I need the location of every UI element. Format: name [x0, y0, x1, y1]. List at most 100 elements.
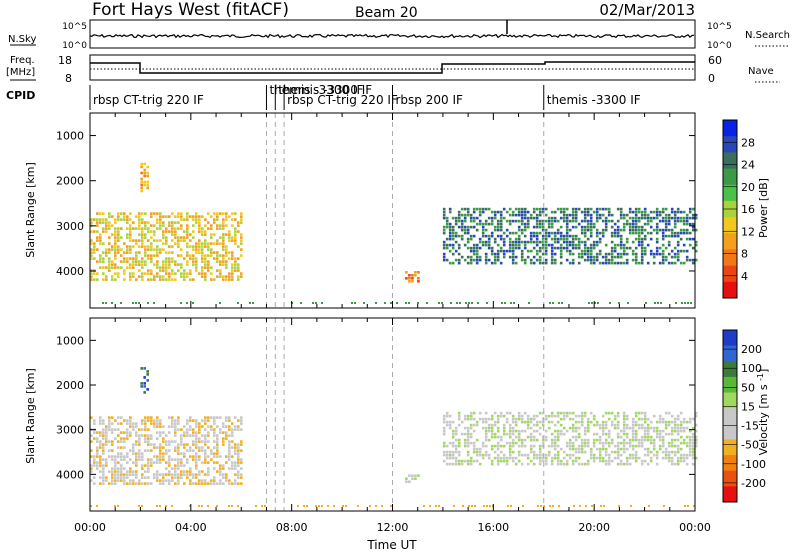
echo-cell	[180, 263, 183, 266]
echo-cell	[562, 237, 566, 241]
echo-cell	[652, 429, 656, 433]
echo-cell	[159, 455, 162, 458]
echo-cell	[472, 219, 476, 223]
echo-cell	[571, 243, 575, 247]
echo-cell	[559, 447, 563, 451]
echo-cell	[228, 239, 231, 242]
echo-cell	[445, 258, 449, 262]
echo-cell	[496, 258, 500, 262]
echo-cell	[625, 426, 629, 430]
echo-cell	[544, 435, 548, 439]
echo-cell	[141, 434, 144, 437]
echo-cell	[237, 458, 240, 461]
echo-cell	[147, 278, 150, 281]
echo-cell	[126, 266, 129, 269]
echo-cell	[610, 225, 614, 229]
echo-cell	[583, 234, 587, 238]
echo-cell	[117, 455, 120, 458]
echo-cell	[520, 453, 524, 457]
echo-cell	[141, 266, 144, 269]
echo-cell	[685, 420, 689, 424]
echo-cell	[559, 249, 563, 253]
echo-cell	[228, 452, 231, 455]
echo-cell	[126, 233, 129, 236]
echo-cell	[237, 221, 240, 224]
echo-cell	[568, 456, 572, 460]
echo-cell	[111, 470, 114, 473]
echo-cell	[637, 237, 641, 241]
echo-cell	[144, 428, 147, 431]
echo-cell	[234, 464, 237, 467]
echo-cell	[195, 461, 198, 464]
echo-cell	[667, 222, 671, 226]
echo-cell	[216, 257, 219, 260]
echo-cell	[231, 278, 234, 281]
echo-cell	[111, 482, 114, 485]
echo-cell	[156, 422, 159, 425]
echo-cell	[583, 462, 587, 466]
echo-cell	[457, 459, 461, 463]
echo-cell	[670, 231, 674, 235]
echo-cell	[688, 441, 692, 445]
echo-cell	[577, 450, 581, 454]
echo-cell	[526, 249, 530, 253]
echo-cell	[225, 215, 228, 218]
echo-cell	[108, 260, 111, 263]
echo-cell	[553, 444, 557, 448]
echo-cell	[147, 434, 150, 437]
echo-cell	[219, 212, 222, 215]
echo-cell	[499, 222, 503, 226]
echo-cell	[553, 261, 557, 265]
echo-cell	[120, 452, 123, 455]
echo-cell	[411, 477, 414, 480]
echo-cell	[90, 248, 93, 251]
echo-cell	[538, 459, 542, 463]
echo-cell	[90, 464, 93, 467]
echo-cell	[102, 479, 105, 482]
echo-cell	[192, 458, 195, 461]
echo-cell	[210, 458, 213, 461]
echo-cell	[99, 431, 102, 434]
echo-cell	[126, 248, 129, 251]
echo-cell	[448, 261, 452, 265]
echo-cell	[637, 261, 641, 265]
echo-cell	[652, 444, 656, 448]
echo-cell	[123, 458, 126, 461]
echo-cell	[180, 428, 183, 431]
echo-cell	[147, 239, 150, 242]
echo-cell	[547, 420, 551, 424]
echo-cell	[93, 248, 96, 251]
echo-cell	[165, 473, 168, 476]
echo-cell	[132, 473, 135, 476]
echo-cell	[213, 461, 216, 464]
echo-cell	[201, 257, 204, 260]
echo-cell	[141, 245, 144, 248]
echo-cell	[670, 426, 674, 430]
echo-cell	[99, 440, 102, 443]
echo-cell	[168, 266, 171, 269]
echo-cell	[162, 452, 165, 455]
echo-cell	[96, 461, 99, 464]
echo-cell	[676, 450, 680, 454]
echo-cell	[132, 260, 135, 263]
echo-cell	[655, 213, 659, 217]
echo-cell	[138, 428, 141, 431]
echo-cell	[643, 414, 647, 418]
echo-cell	[177, 212, 180, 215]
echo-cell	[541, 438, 545, 442]
echo-cell	[180, 464, 183, 467]
echo-cell	[105, 278, 108, 281]
echo-cell	[535, 231, 539, 235]
echo-cell	[146, 180, 149, 184]
echo-cell	[99, 212, 102, 215]
echo-cell	[111, 455, 114, 458]
echo-cell	[553, 216, 557, 220]
echo-cell	[147, 470, 150, 473]
echo-cell	[234, 479, 237, 482]
echo-cell	[111, 278, 114, 281]
echo-cell	[523, 207, 527, 211]
echo-cell	[562, 432, 566, 436]
echo-cell	[622, 252, 626, 256]
echo-cell	[532, 444, 536, 448]
echo-cell	[162, 476, 165, 479]
